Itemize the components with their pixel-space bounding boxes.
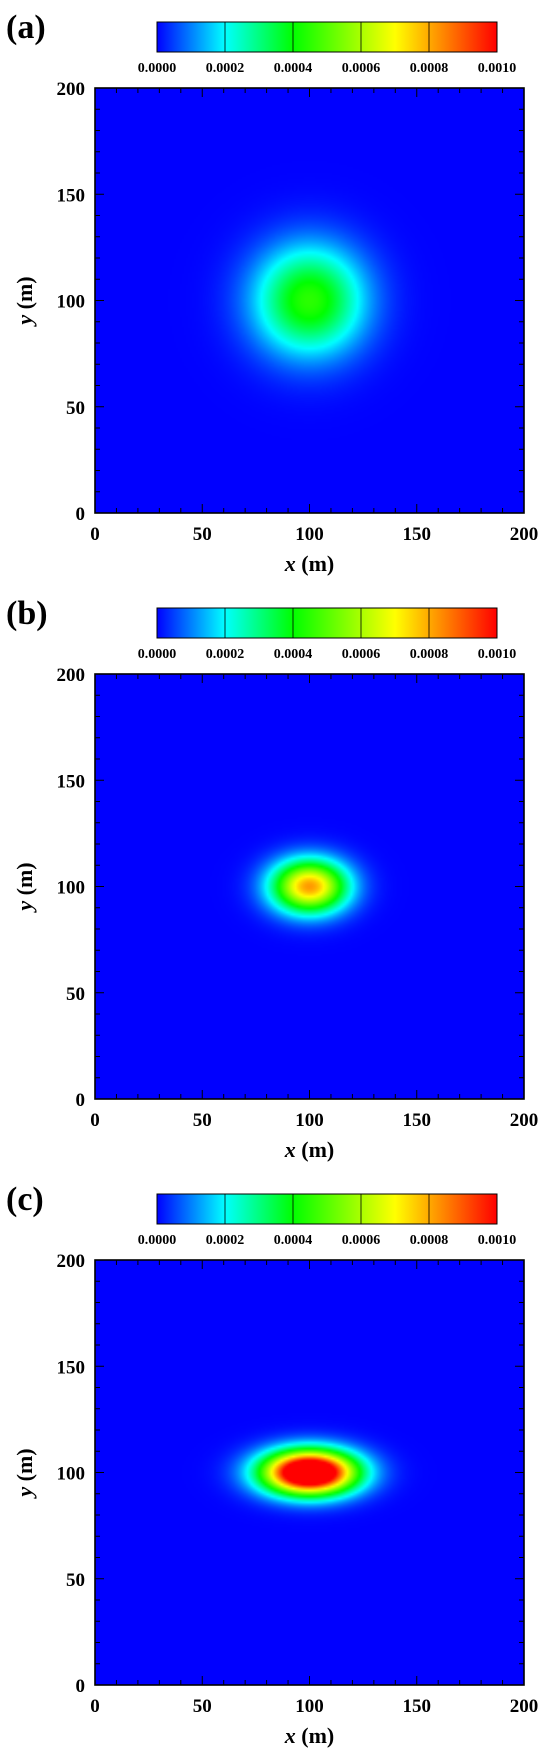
y-tick-label: 100 xyxy=(57,292,86,313)
y-axis-unit: (m) xyxy=(12,276,37,314)
heatmap-field xyxy=(95,88,524,513)
x-tick-label: 50 xyxy=(193,1110,212,1131)
colorbar-tick-label: 0.0010 xyxy=(478,1233,517,1248)
x-axis-var: x xyxy=(284,551,296,576)
colorbar-tick-label: 0.0002 xyxy=(206,647,245,662)
x-axis-var: x xyxy=(284,1723,296,1748)
y-axis-unit: (m) xyxy=(12,1448,37,1486)
x-axis-title: x (m) xyxy=(284,1723,334,1748)
heatmap-field xyxy=(95,674,524,1099)
colorbar-tick-label: 0.0006 xyxy=(342,647,381,662)
colorbar-tick-label: 0.0004 xyxy=(274,1233,313,1248)
colorbar-tick-label: 0.0008 xyxy=(410,647,449,662)
y-tick-label: 150 xyxy=(57,771,86,792)
colorbar-tick-label: 0.0002 xyxy=(206,1233,245,1248)
y-axis-var: y xyxy=(12,315,37,328)
colorbar-tick-label: 0.0010 xyxy=(478,61,517,76)
y-axis-var: y xyxy=(12,901,37,914)
x-tick-label: 200 xyxy=(510,1696,539,1717)
colorbar-tick-label: 0.0004 xyxy=(274,61,313,76)
colorbar-tick-label: 0.0010 xyxy=(478,647,517,662)
x-tick-label: 100 xyxy=(295,1110,324,1131)
y-tick-label: 100 xyxy=(57,1464,86,1485)
colorbar xyxy=(156,607,498,639)
colorbar xyxy=(156,1193,498,1225)
y-tick-label: 50 xyxy=(66,398,85,419)
x-tick-label: 50 xyxy=(193,524,212,545)
y-axis-title: y (m) xyxy=(12,1448,37,1499)
y-tick-label: 200 xyxy=(57,79,86,100)
chart-panel-2: (b) 0.0000 0.0002 0.0004 0.0006 0.0008 0.0010 0… xyxy=(6,595,538,1162)
x-tick-label: 50 xyxy=(193,1696,212,1717)
y-axis-title: y (m) xyxy=(12,862,37,913)
colorbar-tick-label: 0.0006 xyxy=(342,1233,381,1248)
x-axis-title: x (m) xyxy=(284,551,334,576)
colorbar-tick-label: 0.0008 xyxy=(410,61,449,76)
x-tick-label: 0 xyxy=(90,1696,100,1717)
panel-label: (c) xyxy=(6,1181,44,1218)
y-tick-label: 0 xyxy=(76,504,86,525)
x-tick-label: 100 xyxy=(295,1696,324,1717)
x-tick-label: 150 xyxy=(403,1696,432,1717)
y-tick-label: 0 xyxy=(76,1676,86,1697)
x-tick-label: 150 xyxy=(403,524,432,545)
chart-panel-3: (c) 0.0000 0.0002 0.0004 0.0006 0.0008 0.0010 0… xyxy=(6,1181,538,1748)
y-tick-label: 150 xyxy=(57,1357,86,1378)
x-axis-unit: (m) xyxy=(296,1137,334,1162)
y-tick-label: 50 xyxy=(66,1570,85,1591)
heatmap-field xyxy=(95,1260,524,1685)
panel-label: (b) xyxy=(6,595,48,632)
panel-label: (a) xyxy=(6,9,46,46)
y-tick-label: 200 xyxy=(57,665,86,686)
colorbar-tick-label: 0.0006 xyxy=(342,61,381,76)
x-tick-label: 100 xyxy=(295,524,324,545)
x-axis-unit: (m) xyxy=(296,1723,334,1748)
x-tick-label: 200 xyxy=(510,524,539,545)
x-tick-label: 0 xyxy=(90,1110,100,1131)
colorbar-tick-label: 0.0000 xyxy=(138,1233,177,1248)
y-tick-label: 200 xyxy=(57,1251,86,1272)
chart-panel-1: (a) 0.0000 0.0002 0.0004 0.0006 0.0008 0.0010 0… xyxy=(6,9,538,576)
colorbar-tick-label: 0.0008 xyxy=(410,1233,449,1248)
x-tick-label: 150 xyxy=(403,1110,432,1131)
y-tick-label: 100 xyxy=(57,878,86,899)
y-tick-label: 50 xyxy=(66,984,85,1005)
colorbar-tick-label: 0.0000 xyxy=(138,61,177,76)
colorbar xyxy=(156,21,498,53)
colorbar-tick-label: 0.0004 xyxy=(274,647,313,662)
x-axis-var: x xyxy=(284,1137,296,1162)
y-axis-title: y (m) xyxy=(12,276,37,327)
y-axis-unit: (m) xyxy=(12,862,37,900)
x-axis-title: x (m) xyxy=(284,1137,334,1162)
colorbar-tick-label: 0.0000 xyxy=(138,647,177,662)
colorbar-tick-label: 0.0002 xyxy=(206,61,245,76)
x-axis-unit: (m) xyxy=(296,551,334,576)
y-tick-label: 0 xyxy=(76,1090,86,1111)
y-axis-var: y xyxy=(12,1487,37,1500)
x-tick-label: 0 xyxy=(90,524,100,545)
x-tick-label: 200 xyxy=(510,1110,539,1131)
y-tick-label: 150 xyxy=(57,185,86,206)
